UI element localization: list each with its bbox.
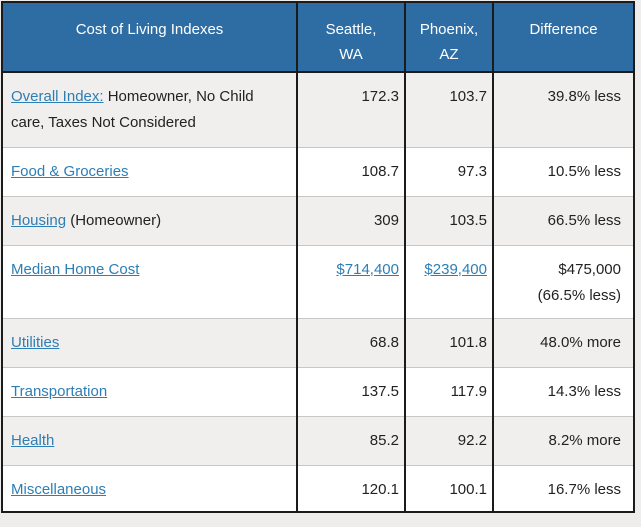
table-row: Median Home Cost $714,400 $239,400 $475,…	[2, 244, 634, 318]
seattle-value: 137.5	[296, 366, 405, 416]
phoenix-value: 103.5	[404, 195, 493, 245]
difference-value: 8.2% more	[492, 415, 634, 465]
housing-link[interactable]: Housing	[11, 211, 67, 229]
row-label-rest: Homeowner, No Child care, Taxes Not Cons…	[11, 88, 254, 131]
health-link[interactable]: Health	[11, 431, 55, 449]
seattle-value: 85.2	[296, 415, 405, 465]
table-row: Health 85.2 92.2 8.2% more	[2, 415, 634, 465]
table-row: Housing (Homeowner) 309 103.5 66.5% less	[2, 195, 634, 245]
row-label-cell: Housing (Homeowner)	[2, 195, 297, 245]
utilities-link[interactable]: Utilities	[11, 333, 60, 351]
row-label-cell: Health	[2, 415, 297, 465]
overall-index-link[interactable]: Overall Index:	[11, 88, 104, 105]
table-row: Miscellaneous 120.1 100.1 16.7% less	[2, 464, 634, 512]
seattle-value: 309	[296, 195, 405, 245]
difference-value: 10.5% less	[492, 146, 634, 196]
difference-value: 48.0% more	[492, 317, 634, 367]
difference-value: 16.7% less	[492, 464, 634, 512]
table-row: Overall Index: Homeowner, No Child care,…	[2, 71, 634, 147]
table-header-row: Cost of Living Indexes Seattle, WA Phoen…	[2, 2, 634, 73]
row-label-rest: (Homeowner)	[66, 211, 162, 229]
median-home-cost-link[interactable]: Median Home Cost	[11, 260, 140, 278]
difference-value: 39.8% less	[492, 71, 634, 147]
table-row: Food & Groceries 108.7 97.3 10.5% less	[2, 146, 634, 196]
phoenix-value: 92.2	[404, 415, 493, 465]
seattle-value: 68.8	[296, 317, 405, 367]
header-difference: Difference	[492, 2, 634, 73]
row-label-cell: Overall Index: Homeowner, No Child care,…	[2, 71, 297, 147]
phoenix-value: 103.7	[404, 71, 493, 147]
header-seattle-wa: Seattle, WA	[296, 2, 405, 73]
header-cost-of-living-indexes: Cost of Living Indexes	[2, 2, 297, 73]
phoenix-value: 117.9	[404, 366, 493, 416]
row-label-cell: Food & Groceries	[2, 146, 297, 196]
phoenix-value: 101.8	[404, 317, 493, 367]
miscellaneous-link[interactable]: Miscellaneous	[11, 480, 107, 498]
food-and-groceries-link[interactable]: Food & Groceries	[11, 162, 129, 180]
phoenix-value-cell: $239,400	[404, 244, 493, 318]
phoenix-value: 100.1	[404, 464, 493, 512]
row-label-cell: Median Home Cost	[2, 244, 297, 318]
seattle-value: 108.7	[296, 146, 405, 196]
row-label-cell: Transportation	[2, 366, 297, 416]
table-row: Utilities 68.8 101.8 48.0% more	[2, 317, 634, 367]
phoenix-value: 97.3	[404, 146, 493, 196]
row-label-cell: Utilities	[2, 317, 297, 367]
seattle-value: 120.1	[296, 464, 405, 512]
seattle-value: 172.3	[296, 71, 405, 147]
difference-value: 66.5% less	[492, 195, 634, 245]
table-row: Transportation 137.5 117.9 14.3% less	[2, 366, 634, 416]
median-home-cost-seattle-value-link[interactable]: $714,400	[336, 260, 399, 278]
header-phoenix-az: Phoenix, AZ	[404, 2, 493, 73]
seattle-value-cell: $714,400	[296, 244, 405, 318]
difference-value: $475,000 (66.5% less)	[492, 244, 634, 318]
cost-of-living-table: Cost of Living Indexes Seattle, WA Phoen…	[1, 1, 635, 513]
row-label-cell: Miscellaneous	[2, 464, 297, 512]
median-home-cost-phoenix-value-link[interactable]: $239,400	[424, 260, 487, 278]
transportation-link[interactable]: Transportation	[11, 382, 108, 400]
difference-value: 14.3% less	[492, 366, 634, 416]
